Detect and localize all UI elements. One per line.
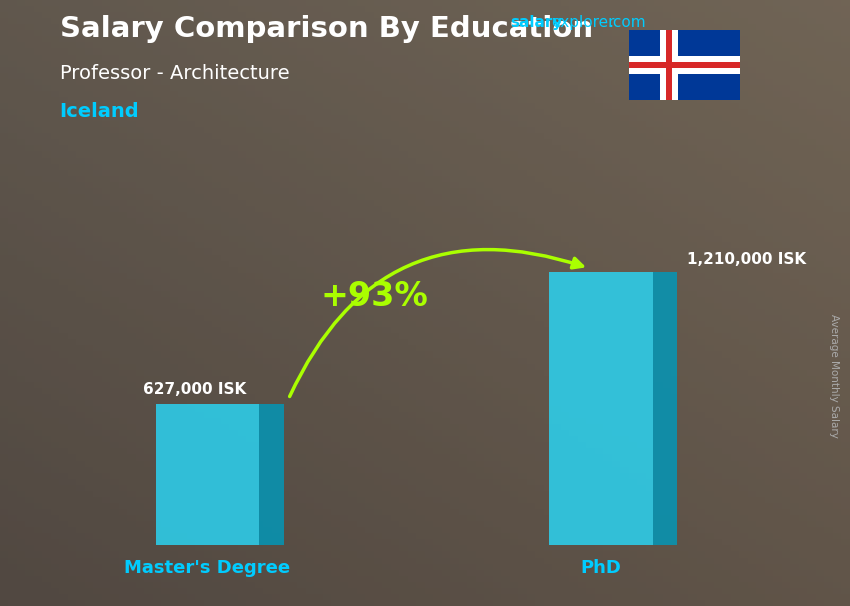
Text: salary: salary: [510, 15, 563, 30]
Bar: [156, 404, 259, 545]
Polygon shape: [653, 271, 677, 545]
Bar: [549, 271, 653, 545]
Bar: [629, 62, 740, 68]
Polygon shape: [259, 404, 284, 545]
Text: 1,210,000 ISK: 1,210,000 ISK: [688, 252, 807, 267]
Text: Iceland: Iceland: [60, 102, 139, 121]
Bar: [660, 30, 678, 100]
Text: 627,000 ISK: 627,000 ISK: [143, 382, 246, 397]
Bar: [666, 30, 672, 100]
Text: Professor - Architecture: Professor - Architecture: [60, 64, 289, 82]
Text: Average Monthly Salary: Average Monthly Salary: [829, 314, 839, 438]
Bar: [629, 56, 740, 74]
Text: +93%: +93%: [320, 280, 428, 313]
Text: explorer: explorer: [551, 15, 615, 30]
Text: .com: .com: [609, 15, 646, 30]
Text: Salary Comparison By Education: Salary Comparison By Education: [60, 15, 592, 43]
